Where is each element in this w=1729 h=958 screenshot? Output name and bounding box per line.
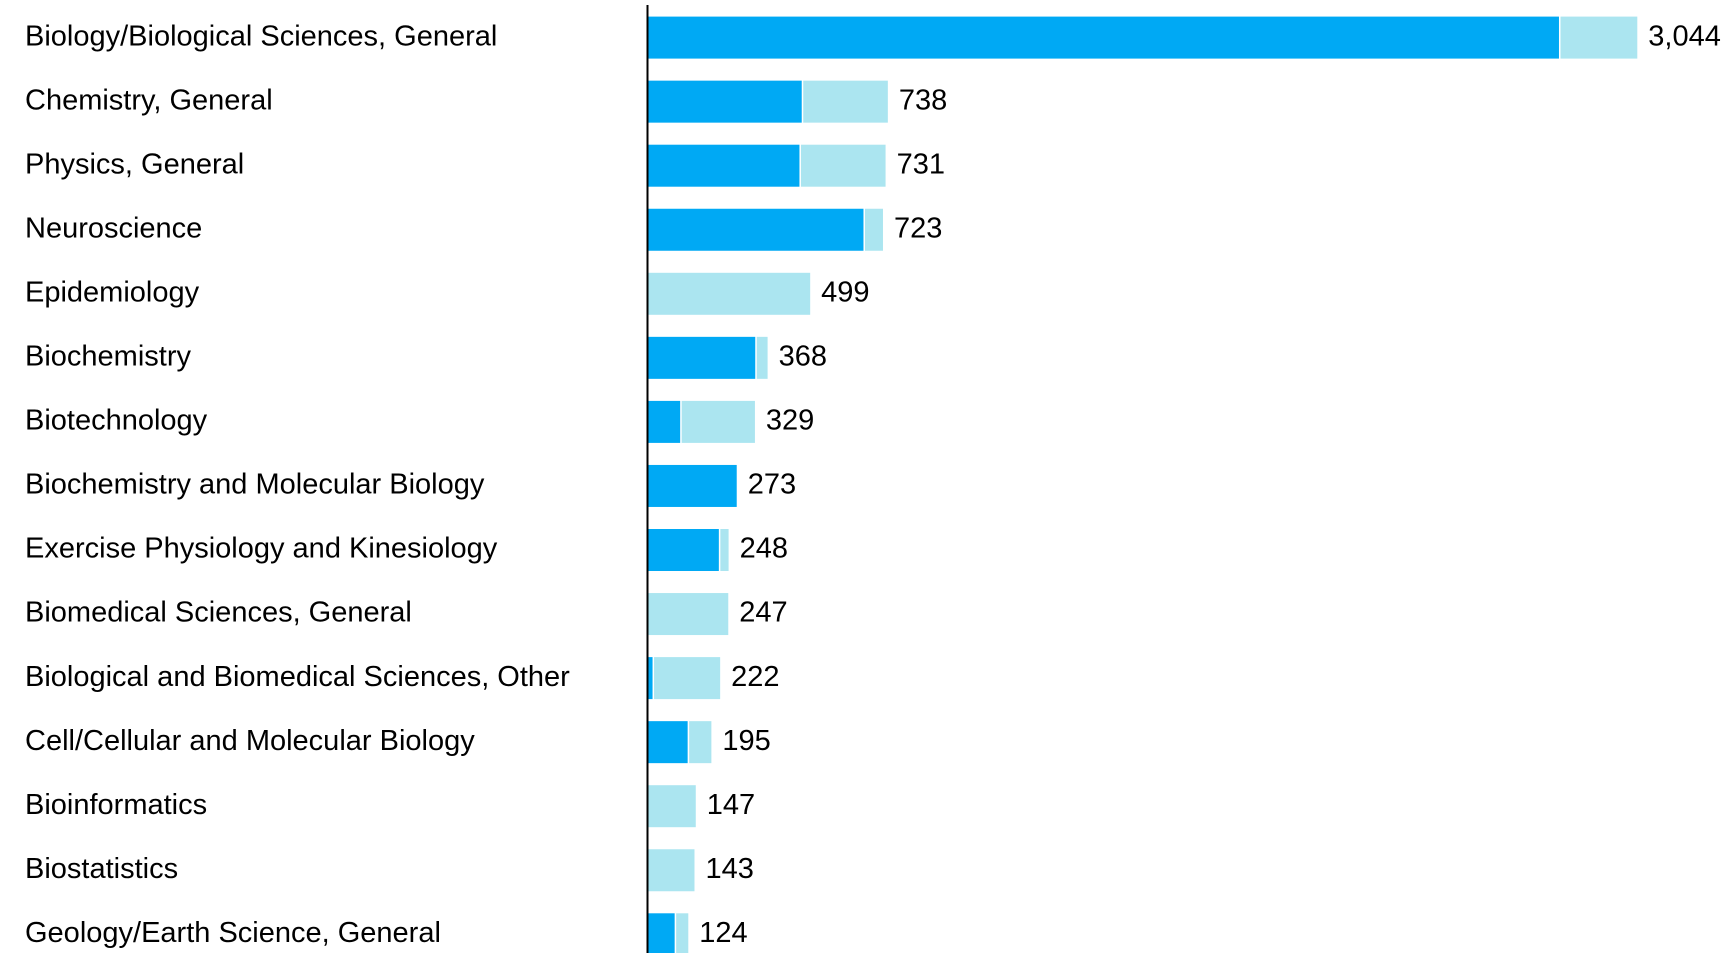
total-label: 248 [740,533,788,565]
bar-segment [648,785,696,828]
category-label: Biotechnology [25,405,208,437]
category-label: Biology/Biological Sciences, General [25,20,497,52]
category-label: Bioinformatics [25,789,207,821]
total-label: 723 [894,212,942,244]
total-label: 731 [897,148,945,180]
total-label: 247 [739,597,787,629]
bar-segment [756,336,768,379]
bar-segment [648,913,675,956]
bar-segment [864,208,883,251]
category-label: Biomedical Sciences, General [25,597,412,629]
total-label: 329 [766,405,814,437]
bar-segment [648,80,802,123]
category-label: Biochemistry [25,341,191,373]
bar-segment [648,272,811,315]
category-label: Biostatistics [25,853,178,885]
category-label: Biological and Biomedical Sciences, Othe… [25,661,570,693]
total-label: 195 [722,725,770,757]
bar-segment [648,464,737,507]
category-label: Neuroscience [25,212,202,244]
total-label: 147 [707,789,755,821]
total-label: 222 [731,661,779,693]
category-label: Geology/Earth Science, General [25,917,441,949]
total-label: 143 [705,853,753,885]
total-label: 499 [821,276,869,308]
bar-segment [689,721,712,764]
bar-segment [648,400,681,443]
bar-segment [654,657,721,700]
category-label: Cell/Cellular and Molecular Biology [25,725,475,757]
bar-segment [648,593,729,636]
bar-segment [676,913,689,956]
bar-segment [648,657,653,700]
total-label: 273 [748,469,796,501]
total-label: 738 [899,84,947,116]
category-label: Biochemistry and Molecular Biology [25,469,485,501]
bar-segment [720,529,729,571]
bar-segment [681,400,755,443]
bar-segment [648,208,864,251]
total-label: 368 [779,341,827,373]
bar-segment [803,80,888,123]
bar-segment [648,336,756,379]
bar-segment [648,529,719,571]
category-label: Physics, General [25,148,244,180]
bar-segment [1560,16,1638,59]
total-label: 124 [699,917,747,949]
category-label: Chemistry, General [25,84,273,116]
total-label: 3,044 [1648,20,1721,52]
bar-segment [648,16,1559,59]
bar-segment [648,144,800,187]
bar-segment [648,849,695,892]
bar-segment [800,144,886,187]
category-label: Exercise Physiology and Kinesiology [25,533,498,565]
category-label: Epidemiology [25,276,200,308]
bar-segment [648,721,688,764]
